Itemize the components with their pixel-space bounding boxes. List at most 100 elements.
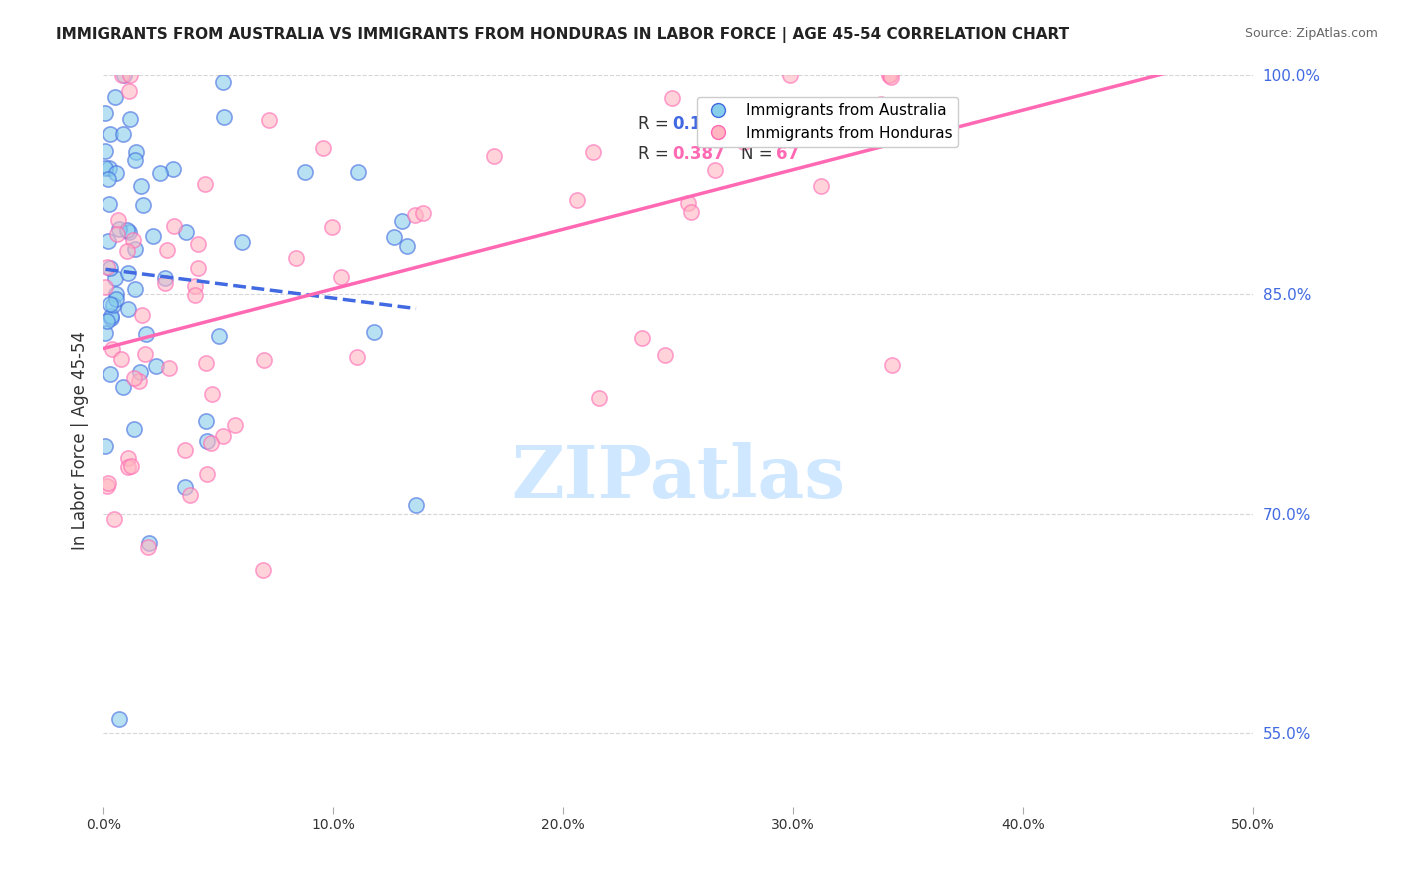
Immigrants from Honduras (312, 141, 335, 155)
Immigrants from Honduras (134, 347, 156, 361)
Immigrants from Honduras (157, 361, 180, 376)
Immigrants from Australia (97, 235, 120, 249)
Immigrants from Australia (120, 112, 142, 126)
Immigrants from Australia (108, 712, 131, 726)
Immigrants from Australia (98, 261, 121, 276)
Immigrants from Australia (115, 223, 138, 237)
Immigrants from Honduras (184, 288, 207, 302)
Immigrants from Honduras (195, 467, 218, 482)
Immigrants from Honduras (582, 145, 605, 159)
Immigrants from Honduras (631, 331, 654, 345)
Immigrants from Australia (231, 235, 253, 249)
Immigrants from Australia (142, 228, 165, 243)
Immigrants from Australia (112, 127, 135, 141)
Immigrants from Australia (94, 439, 117, 453)
Immigrants from Australia (103, 298, 125, 312)
Immigrants from Honduras (122, 371, 145, 385)
Immigrants from Honduras (111, 68, 134, 82)
Immigrants from Australia (94, 161, 117, 176)
Immigrants from Honduras (122, 233, 145, 247)
Immigrants from Honduras (110, 351, 132, 366)
Immigrants from Australia (97, 172, 120, 186)
Immigrants from Australia (208, 329, 231, 343)
Immigrants from Honduras (676, 196, 699, 211)
Immigrants from Honduras (565, 193, 588, 207)
Immigrants from Australia (104, 89, 127, 103)
Immigrants from Honduras (187, 237, 209, 252)
Immigrants from Australia (100, 310, 122, 325)
Immigrants from Honduras (131, 309, 153, 323)
Immigrants from Australia (124, 242, 146, 256)
Immigrants from Honduras (257, 112, 280, 127)
Text: ZIPatlas: ZIPatlas (510, 442, 845, 513)
Immigrants from Honduras (117, 460, 139, 475)
Immigrants from Australia (212, 110, 235, 124)
Immigrants from Honduras (184, 279, 207, 293)
Immigrants from Honduras (174, 443, 197, 458)
Immigrants from Australia (153, 271, 176, 285)
Immigrants from Honduras (128, 374, 150, 388)
Immigrants from Australia (212, 75, 235, 89)
Immigrants from Australia (108, 222, 131, 236)
Immigrants from Honduras (117, 84, 139, 98)
Immigrants from Australia (132, 198, 155, 212)
Immigrants from Australia (98, 368, 121, 382)
Immigrants from Honduras (733, 135, 755, 149)
Immigrants from Honduras (661, 91, 683, 105)
Immigrants from Honduras (120, 68, 142, 82)
Immigrants from Australia (145, 359, 167, 373)
Text: Source: ZipAtlas.com: Source: ZipAtlas.com (1244, 27, 1378, 40)
Immigrants from Honduras (200, 436, 222, 450)
Text: N =: N = (741, 145, 778, 162)
Immigrants from Australia (129, 178, 152, 193)
Immigrants from Australia (98, 297, 121, 311)
Immigrants from Australia (391, 214, 413, 228)
Immigrants from Australia (162, 161, 184, 176)
Immigrants from Australia (363, 326, 385, 340)
Text: 67: 67 (776, 145, 799, 162)
Immigrants from Honduras (879, 70, 901, 84)
Immigrants from Honduras (194, 356, 217, 370)
Immigrants from Honduras (115, 244, 138, 259)
Immigrants from Australia (98, 196, 121, 211)
Immigrants from Honduras (879, 68, 901, 82)
Immigrants from Honduras (179, 487, 201, 501)
Immigrants from Honduras (117, 451, 139, 466)
Text: 0.168: 0.168 (672, 115, 724, 134)
Immigrants from Honduras (212, 429, 235, 443)
Immigrants from Honduras (94, 280, 117, 294)
Immigrants from Australia (138, 536, 160, 550)
Immigrants from Australia (347, 165, 370, 179)
Immigrants from Australia (105, 292, 128, 306)
Immigrants from Honduras (107, 212, 129, 227)
Immigrants from Australia (124, 153, 146, 168)
Text: R =: R = (638, 115, 673, 134)
Immigrants from Honduras (96, 260, 118, 275)
Immigrants from Honduras (105, 227, 128, 242)
Immigrants from Australia (98, 161, 121, 176)
Immigrants from Honduras (253, 353, 276, 368)
Immigrants from Australia (195, 434, 218, 448)
Immigrants from Honduras (404, 208, 426, 222)
Immigrants from Honduras (201, 387, 224, 401)
Immigrants from Honduras (679, 205, 702, 219)
Immigrants from Honduras (870, 97, 893, 112)
Text: 0.387: 0.387 (672, 145, 725, 162)
Y-axis label: In Labor Force | Age 45-54: In Labor Force | Age 45-54 (72, 331, 89, 550)
Immigrants from Australia (382, 230, 405, 244)
Immigrants from Honduras (588, 391, 610, 405)
Immigrants from Honduras (810, 179, 832, 194)
Immigrants from Honduras (654, 348, 676, 362)
Immigrants from Australia (94, 326, 117, 341)
Immigrants from Australia (117, 301, 139, 316)
Immigrants from Honduras (252, 563, 274, 577)
Immigrants from Australia (98, 128, 121, 142)
Immigrants from Honduras (703, 162, 725, 177)
Immigrants from Australia (111, 380, 134, 394)
Immigrants from Honduras (482, 149, 505, 163)
Immigrants from Australia (118, 225, 141, 239)
Immigrants from Honduras (153, 277, 176, 291)
Immigrants from Australia (125, 145, 148, 160)
Immigrants from Australia (104, 271, 127, 285)
Immigrants from Australia (112, 68, 135, 82)
